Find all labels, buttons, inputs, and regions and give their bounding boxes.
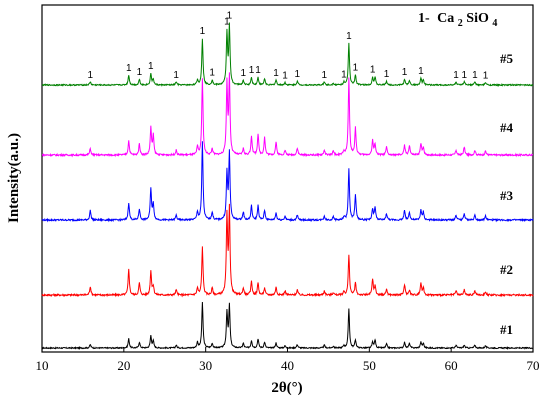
x-tick-label: 50 xyxy=(363,358,376,373)
peak-marker-label: 1 xyxy=(341,69,347,80)
legend-phase-ca: Ca xyxy=(437,11,454,26)
series-line-1 xyxy=(41,301,534,350)
peak-marker-label: 1 xyxy=(353,62,359,73)
peak-marker-label: 1 xyxy=(453,70,459,81)
x-tick-label: 60 xyxy=(445,358,458,373)
series-label: #2 xyxy=(500,262,513,277)
series-line-2 xyxy=(41,203,534,298)
peak-marker-label: 1 xyxy=(173,70,179,81)
x-tick-label: 40 xyxy=(281,358,294,373)
peak-marker-label: 1 xyxy=(483,70,489,81)
legend-phase-label: 1- Ca 2 SiO 4 xyxy=(418,11,497,30)
series-label: #4 xyxy=(500,120,514,135)
x-tick-label: 30 xyxy=(199,358,212,373)
series-label: #3 xyxy=(500,188,514,203)
peak-marker-label: 1 xyxy=(224,16,230,27)
x-tick-label: 20 xyxy=(117,358,130,373)
peak-marker-label: 1 xyxy=(472,70,478,81)
peak-marker-label: 1 xyxy=(402,67,408,78)
peak-marker-label: 1 xyxy=(322,70,328,81)
peak-marker-label: 1 xyxy=(209,67,215,78)
series-line-3 xyxy=(41,141,534,223)
peak-marker-label: 1 xyxy=(384,69,390,80)
peak-marker-label: 1 xyxy=(346,31,352,42)
series-line-4 xyxy=(41,72,534,158)
peak-marker-label: 1 xyxy=(148,61,154,72)
peak-marker-label: 1 xyxy=(241,68,247,79)
plot-frame xyxy=(41,4,534,353)
peak-marker-label: 1 xyxy=(200,26,206,37)
x-tick-label: 70 xyxy=(527,358,540,373)
series-label: #1 xyxy=(500,322,513,337)
peak-marker-label: 1 xyxy=(370,65,376,76)
peak-marker-label: 1 xyxy=(295,69,301,80)
peak-marker-label: 1 xyxy=(126,63,132,74)
peak-marker-label: 1 xyxy=(461,70,467,81)
legend-marker-number: 1- xyxy=(418,11,430,26)
x-axis-title: 2θ(°) xyxy=(271,380,302,396)
peak-marker-label: 1 xyxy=(282,70,288,81)
tick-layer: 10 20 30 40 50 60 70 xyxy=(36,347,540,373)
peak-marker-label: 1 xyxy=(255,65,261,76)
series-label-layer: #1 #2 #3 #4 #5 xyxy=(500,51,514,337)
series-label: #5 xyxy=(500,51,514,66)
peak-marker-label: 1 xyxy=(249,65,255,76)
x-tick-label: 10 xyxy=(36,358,49,373)
peak-marker-label: 1 xyxy=(88,70,94,81)
peak-marker-label: 1 xyxy=(137,67,143,78)
y-axis-title: Intensity(a.u.) xyxy=(6,133,22,223)
legend-phase-sub1: 2 xyxy=(458,18,463,29)
series-line-5 xyxy=(41,22,534,88)
peak-marker-label: 1 xyxy=(227,11,233,22)
peak-marker-label: 1 xyxy=(273,68,279,79)
legend-phase-sub2: 4 xyxy=(492,18,497,29)
peak-marker-label: 1 xyxy=(418,66,424,77)
legend-phase-sio: SiO xyxy=(466,11,489,26)
